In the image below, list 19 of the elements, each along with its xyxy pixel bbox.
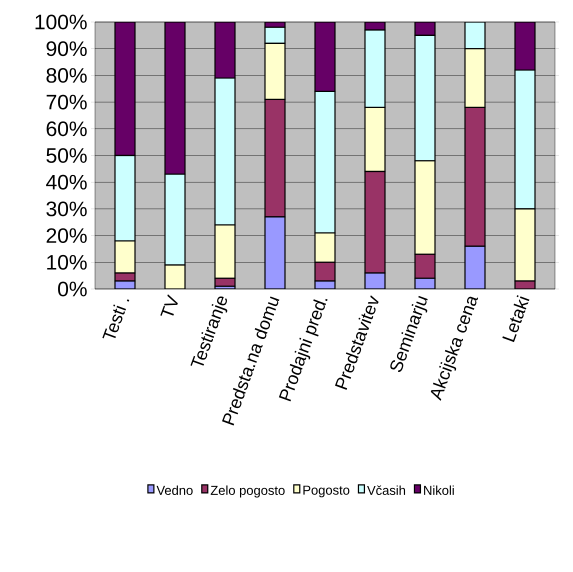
legend-label: Zelo pogosto: [210, 485, 285, 498]
y-tick-label: 40%: [46, 174, 87, 190]
y-tick-label: 20%: [46, 228, 87, 244]
legend-label: Nikoli: [424, 485, 454, 495]
legend-label: Pogosto: [303, 486, 350, 498]
y-tick-label: 90%: [46, 41, 87, 56]
y-tick-label: 10%: [47, 254, 87, 270]
x-tick-label: Testi .: [102, 299, 130, 338]
y-tick-label: 30%: [46, 201, 87, 216]
x-tick-label: TV: [160, 294, 178, 316]
y-tick-label: 0%: [58, 282, 87, 296]
legend-label: Včasih: [367, 485, 406, 495]
y-tick-label: 70%: [46, 94, 87, 110]
y-tick-label: 50%: [46, 148, 87, 163]
legend-label: Vedno: [156, 485, 193, 495]
y-tick-label: 100%: [36, 14, 87, 30]
y-tick-label: 80%: [46, 68, 87, 83]
y-tick-label: 60%: [46, 121, 87, 136]
x-tick-label: Letaki: [502, 295, 530, 342]
